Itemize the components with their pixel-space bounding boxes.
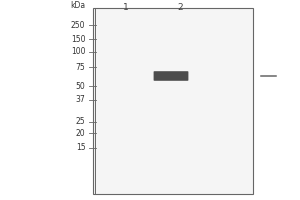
Text: 2: 2 bbox=[177, 3, 183, 12]
Text: 100: 100 bbox=[71, 47, 85, 56]
Text: 1: 1 bbox=[123, 3, 129, 12]
Text: 20: 20 bbox=[76, 129, 86, 138]
Text: 250: 250 bbox=[71, 21, 85, 29]
Text: 150: 150 bbox=[71, 34, 85, 44]
Bar bbox=[93, 8, 253, 194]
Text: 25: 25 bbox=[76, 117, 86, 127]
Text: 37: 37 bbox=[76, 96, 85, 104]
Text: kDa: kDa bbox=[70, 0, 86, 9]
Text: 75: 75 bbox=[76, 62, 85, 72]
FancyBboxPatch shape bbox=[154, 71, 188, 81]
Text: 15: 15 bbox=[76, 144, 86, 152]
Text: 50: 50 bbox=[76, 82, 85, 90]
